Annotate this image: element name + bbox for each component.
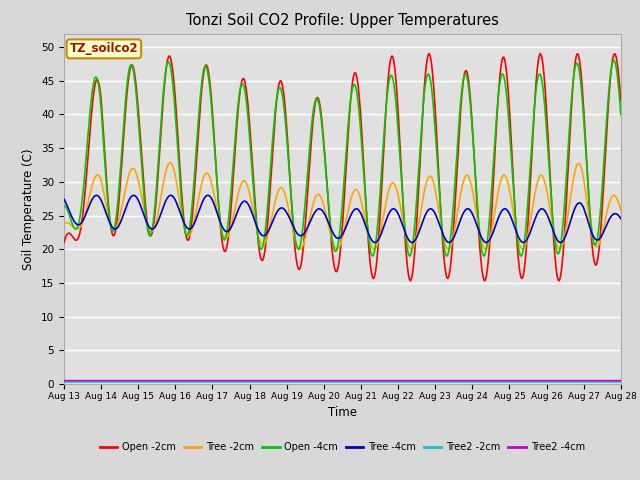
Text: TZ_soilco2: TZ_soilco2 xyxy=(70,42,138,55)
Tree2 -4cm xyxy=(504,378,512,384)
Open -2cm xyxy=(481,278,488,284)
Open -4cm xyxy=(617,112,625,118)
Open -4cm xyxy=(504,109,512,115)
Tree -4cm xyxy=(568,213,576,219)
Tree2 -2cm xyxy=(583,379,591,385)
Line: Open -2cm: Open -2cm xyxy=(64,54,621,281)
Tree -2cm xyxy=(556,246,563,252)
Tree2 -2cm xyxy=(568,379,575,385)
Tree -4cm xyxy=(557,240,564,245)
Tree -2cm xyxy=(584,204,591,210)
Tree -4cm xyxy=(60,196,68,202)
Tree2 -4cm xyxy=(617,378,625,384)
Tree2 -2cm xyxy=(216,379,223,385)
Tree -2cm xyxy=(359,205,367,211)
Tree2 -2cm xyxy=(504,379,512,385)
Tree -4cm xyxy=(617,216,625,221)
Tree -2cm xyxy=(60,221,68,227)
Tree2 -4cm xyxy=(60,378,68,384)
Open -4cm xyxy=(610,58,618,63)
Open -4cm xyxy=(216,209,223,215)
Open -4cm xyxy=(584,171,591,177)
Open -4cm xyxy=(568,93,575,98)
Open -2cm xyxy=(60,240,68,245)
Tree2 -4cm xyxy=(371,378,378,384)
Tree -2cm xyxy=(617,207,625,213)
Tree2 -2cm xyxy=(358,379,366,385)
Open -2cm xyxy=(568,99,575,105)
X-axis label: Time: Time xyxy=(328,406,357,419)
Open -2cm xyxy=(611,51,618,57)
Tree -4cm xyxy=(216,217,223,223)
Tree -4cm xyxy=(359,215,367,220)
Open -2cm xyxy=(504,90,512,96)
Tree2 -4cm xyxy=(583,378,591,384)
Line: Open -4cm: Open -4cm xyxy=(64,60,621,256)
Tree -4cm xyxy=(584,217,591,223)
Tree -2cm xyxy=(568,184,576,190)
Title: Tonzi Soil CO2 Profile: Upper Temperatures: Tonzi Soil CO2 Profile: Upper Temperatur… xyxy=(186,13,499,28)
Line: Tree -4cm: Tree -4cm xyxy=(64,195,621,242)
Open -4cm xyxy=(371,248,378,254)
Tree -2cm xyxy=(216,219,223,225)
Y-axis label: Soil Temperature (C): Soil Temperature (C) xyxy=(22,148,35,270)
Open -2cm xyxy=(584,170,591,176)
Tree2 -4cm xyxy=(216,378,223,384)
Tree -4cm xyxy=(93,192,100,198)
Tree2 -2cm xyxy=(617,379,625,385)
Legend: Open -2cm, Tree -2cm, Open -4cm, Tree -4cm, Tree2 -2cm, Tree2 -4cm: Open -2cm, Tree -2cm, Open -4cm, Tree -4… xyxy=(96,438,589,456)
Open -4cm xyxy=(60,203,68,209)
Open -4cm xyxy=(517,253,525,259)
Open -2cm xyxy=(358,140,366,145)
Line: Tree -2cm: Tree -2cm xyxy=(64,163,621,249)
Open -2cm xyxy=(617,98,625,104)
Open -4cm xyxy=(358,152,366,158)
Tree -4cm xyxy=(504,209,512,215)
Tree -2cm xyxy=(166,160,174,166)
Open -2cm xyxy=(216,210,223,216)
Tree2 -4cm xyxy=(568,378,575,384)
Tree -4cm xyxy=(371,240,379,245)
Tree -2cm xyxy=(371,246,379,252)
Tree2 -4cm xyxy=(358,378,366,384)
Tree2 -2cm xyxy=(60,379,68,385)
Tree2 -2cm xyxy=(371,379,378,385)
Tree -2cm xyxy=(504,182,512,188)
Open -2cm xyxy=(371,274,378,279)
